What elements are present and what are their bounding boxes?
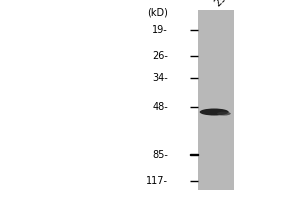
Text: 85-: 85- [152,150,168,160]
Text: 117-: 117- [146,176,168,186]
Bar [198,10,234,190]
Text: 26-: 26- [152,51,168,61]
Text: (kD): (kD) [147,7,168,17]
Text: 48-: 48- [152,102,168,112]
Text: 34-: 34- [152,73,168,83]
Ellipse shape [200,109,229,116]
Text: 293: 293 [213,0,233,8]
Ellipse shape [217,112,231,116]
Text: 19-: 19- [152,25,168,35]
